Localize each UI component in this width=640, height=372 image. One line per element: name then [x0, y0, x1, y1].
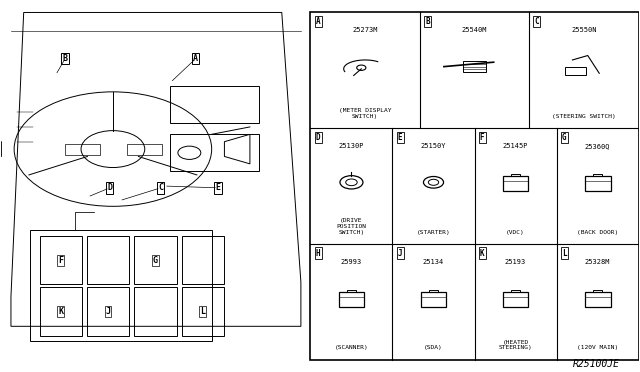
- Bar: [564, 67, 586, 76]
- Bar: [65, 144, 100, 155]
- Text: E: E: [398, 133, 403, 142]
- Text: 25550N: 25550N: [571, 27, 596, 33]
- Text: L: L: [562, 248, 566, 257]
- Bar: [347, 290, 356, 292]
- Text: H: H: [316, 248, 321, 257]
- Bar: [134, 288, 177, 336]
- Text: (HEATED
STEERING): (HEATED STEERING): [499, 340, 532, 350]
- Text: 25540M: 25540M: [462, 27, 487, 33]
- Bar: [40, 236, 82, 285]
- Text: (SDA): (SDA): [424, 345, 443, 350]
- Bar: [585, 292, 611, 307]
- Text: (METER DISPLAY
SWITCH): (METER DISPLAY SWITCH): [339, 108, 392, 119]
- Bar: [339, 292, 364, 307]
- Text: A: A: [193, 54, 198, 63]
- Bar: [182, 236, 224, 285]
- Text: (BACK DOOR): (BACK DOOR): [577, 230, 618, 235]
- Text: D: D: [108, 183, 112, 192]
- Bar: [593, 174, 602, 176]
- Text: (STEERING SWITCH): (STEERING SWITCH): [552, 114, 616, 119]
- Bar: [511, 290, 520, 292]
- Text: (SCANNER): (SCANNER): [335, 345, 369, 350]
- Bar: [182, 288, 224, 336]
- Bar: [463, 61, 486, 72]
- Bar: [502, 176, 529, 192]
- Bar: [420, 292, 447, 307]
- Text: 25193: 25193: [505, 259, 526, 264]
- Text: 25145P: 25145P: [503, 143, 528, 149]
- Text: K: K: [58, 307, 63, 316]
- Text: G: G: [562, 133, 566, 142]
- Text: 25360Q: 25360Q: [585, 143, 611, 149]
- Bar: [170, 134, 259, 171]
- Text: F: F: [58, 256, 63, 265]
- Text: 25273M: 25273M: [353, 27, 378, 33]
- Text: (VDC): (VDC): [506, 230, 525, 235]
- Bar: [87, 236, 129, 285]
- Text: L: L: [200, 307, 205, 316]
- Text: C: C: [158, 183, 163, 192]
- Text: J: J: [398, 248, 403, 257]
- Text: R25100JE: R25100JE: [573, 359, 620, 369]
- Text: 25134: 25134: [423, 259, 444, 264]
- Text: 25150Y: 25150Y: [420, 143, 446, 149]
- Text: E: E: [216, 183, 221, 192]
- Text: (STARTER): (STARTER): [417, 230, 451, 235]
- Text: F: F: [480, 133, 484, 142]
- Text: 25328M: 25328M: [585, 259, 611, 264]
- Bar: [511, 174, 520, 176]
- Bar: [502, 292, 529, 307]
- Text: D: D: [316, 133, 321, 142]
- Text: J: J: [106, 307, 111, 316]
- Bar: [585, 176, 611, 192]
- Bar: [593, 290, 602, 292]
- Text: 25993: 25993: [341, 259, 362, 264]
- Text: C: C: [534, 17, 539, 26]
- Bar: [40, 288, 82, 336]
- Bar: [310, 13, 639, 359]
- Bar: [170, 86, 259, 123]
- Text: B: B: [425, 17, 430, 26]
- Text: K: K: [480, 248, 484, 257]
- Text: G: G: [153, 256, 158, 265]
- Text: (DRIVE
POSITION
SWITCH): (DRIVE POSITION SWITCH): [337, 218, 367, 235]
- Bar: [87, 288, 129, 336]
- Text: 25130P: 25130P: [339, 143, 364, 149]
- Bar: [127, 144, 162, 155]
- Bar: [30, 230, 212, 341]
- Text: (120V MAIN): (120V MAIN): [577, 345, 618, 350]
- Bar: [429, 290, 438, 292]
- Text: A: A: [316, 17, 321, 26]
- Bar: [134, 236, 177, 285]
- Text: B: B: [63, 54, 68, 63]
